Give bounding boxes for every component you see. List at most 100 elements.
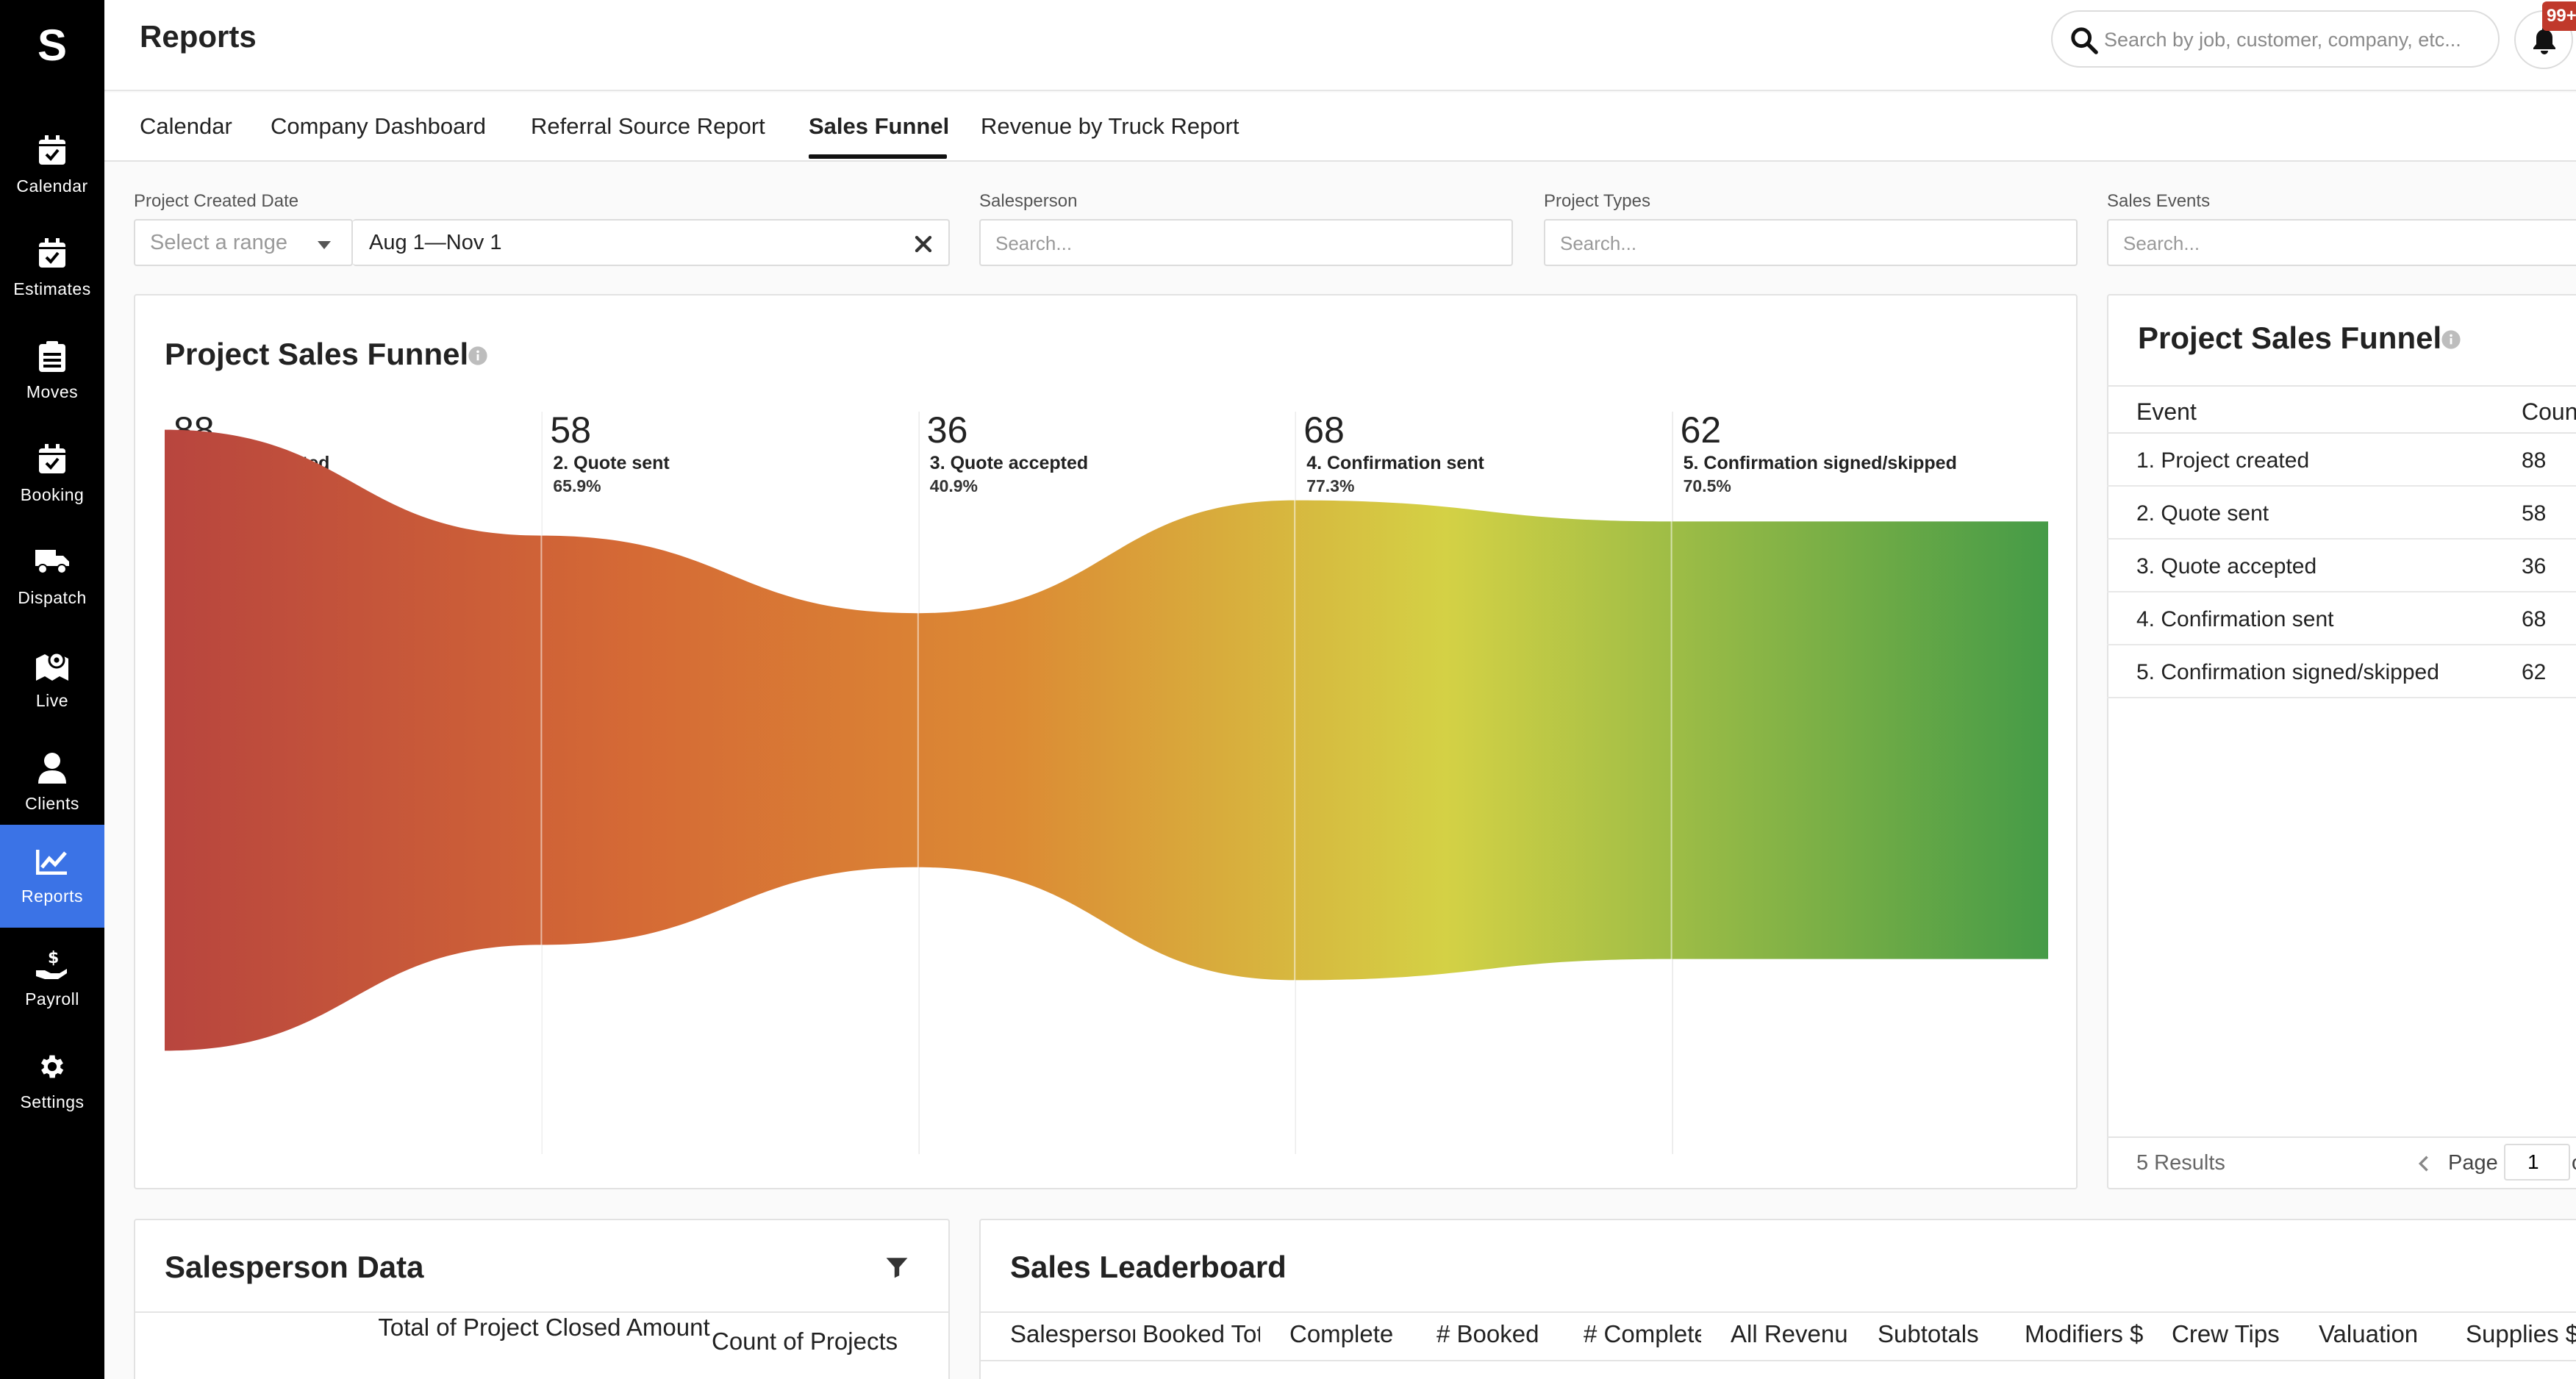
sidebar-item-moves[interactable]: Moves [0, 320, 104, 423]
divider [981, 1360, 2576, 1361]
funnel-stage-count: 62 [1680, 409, 1722, 451]
gear-icon [40, 1055, 64, 1078]
close-icon[interactable] [910, 231, 937, 257]
sidebar-item-booking[interactable]: Booking [0, 423, 104, 526]
chevron-left-icon[interactable] [2416, 1154, 2430, 1173]
funnel-shape [165, 429, 2048, 1051]
app-logo[interactable]: S [37, 21, 68, 70]
column-header-modifiers[interactable]: Modifiers $ [2025, 1320, 2144, 1347]
event-cell: 5. Confirmation signed/skipped [2136, 660, 2439, 684]
clipboard-list-icon [39, 341, 65, 372]
table-row[interactable]: 2. Quote sent 58 [2107, 487, 2576, 540]
tab-referral-source-report[interactable]: Referral Source Report [531, 113, 765, 139]
salesperson-search-input[interactable] [995, 229, 1420, 257]
sidebar-item-label: Booking [20, 485, 85, 504]
funnel-stage-name: 2. Quote sent [553, 453, 670, 473]
tab-company-dashboard[interactable]: Company Dashboard [271, 113, 486, 139]
sidebar-item-reports[interactable]: Reports [0, 825, 104, 928]
sidebar-item-label: Estimates [13, 279, 91, 298]
filter-icon[interactable] [885, 1256, 909, 1279]
column-header-project-count[interactable]: Count of Projects [712, 1328, 898, 1355]
sidebar-item-label: Calendar [16, 176, 88, 196]
info-icon[interactable] [468, 345, 488, 366]
funnel-card-title: Project Sales Funnel [165, 337, 469, 371]
date-range-field[interactable]: Aug 1—Nov 1 [353, 219, 950, 266]
sidebar-item-dispatch[interactable]: Dispatch [0, 526, 104, 629]
hand-dollar-icon: $ [36, 949, 67, 979]
range-select-placeholder: Select a range [150, 231, 288, 254]
table-row[interactable]: 3. Quote accepted 36 [2107, 540, 2576, 592]
sidebar-item-clients[interactable]: Clients [0, 732, 104, 835]
report-tabs: Calendar Company Dashboard Referral Sour… [104, 93, 2576, 162]
global-search[interactable] [2051, 10, 2500, 68]
calendar-check-icon [39, 135, 65, 165]
top-header: Reports 99+ [104, 0, 2576, 91]
tab-sales-funnel[interactable]: Sales Funnel [809, 113, 950, 139]
tab-revenue-by-truck-report[interactable]: Revenue by Truck Report [981, 113, 1239, 139]
calendar-check-icon [39, 238, 65, 268]
results-count: 5 Results [2136, 1151, 2225, 1175]
salesperson-filter[interactable] [979, 219, 1513, 266]
table-header-row: Event Count [2107, 385, 2576, 434]
salesperson-card-title: Salesperson Data [165, 1250, 424, 1284]
funnel-stage-name: 5. Confirmation signed/skipped [1683, 453, 1957, 473]
funnel-stage-name: 3. Quote accepted [929, 453, 1089, 473]
sidebar-item-label: Moves [26, 382, 79, 401]
chart-line-icon [36, 850, 67, 875]
funnel-stage-percent: 77.3% [1306, 476, 1355, 495]
column-header-crew-tips[interactable]: Crew Tips [2172, 1320, 2280, 1347]
column-header-all-revenue[interactable]: All Revenue [1731, 1320, 1848, 1347]
funnel-table-card [2107, 294, 2576, 1189]
column-header-count[interactable]: Count [2522, 398, 2576, 425]
sidebar-item-estimates[interactable]: Estimates [0, 218, 104, 320]
range-select[interactable]: Select a range [134, 219, 353, 266]
column-header-booked-count[interactable]: # Booked [1437, 1320, 1539, 1347]
funnel-stage-percent: 65.9% [553, 476, 601, 495]
count-cell: 36 [2522, 554, 2547, 579]
tab-calendar[interactable]: Calendar [140, 113, 232, 139]
sales-events-filter[interactable] [2107, 219, 2576, 266]
search-input[interactable] [2104, 24, 2486, 56]
count-cell: 62 [2522, 660, 2547, 684]
sales-leaderboard-card [979, 1219, 2576, 1379]
page-label: Page [2448, 1151, 2498, 1175]
column-header-salesperson[interactable]: Salesperson [1010, 1320, 1135, 1347]
sidebar-item-label: Reports [21, 886, 84, 906]
column-header-subtotals[interactable]: Subtotals [1878, 1320, 1979, 1347]
sidebar-item-payroll[interactable]: $ Payroll [0, 928, 104, 1031]
sidebar-item-label: Live [35, 691, 69, 710]
salesperson-label: Salesperson [979, 191, 1078, 211]
funnel-stage-percent: 70.5% [1683, 476, 1731, 495]
project-types-label: Project Types [1544, 191, 1650, 211]
column-header-complete-count[interactable]: # Complete [1584, 1320, 1701, 1347]
funnel-chart [165, 412, 2048, 1154]
sidebar: S Calendar Estimates Moves Booking Dispa… [0, 0, 104, 1379]
column-header-booked-total[interactable]: Booked Total [1142, 1320, 1260, 1347]
column-header-supplies[interactable]: Supplies $ [2466, 1320, 2576, 1347]
sidebar-item-label: Payroll [25, 989, 79, 1009]
count-cell: 88 [2522, 448, 2547, 473]
project-types-search-input[interactable] [1560, 229, 1985, 257]
project-types-filter[interactable] [1544, 219, 2078, 266]
page-number-input[interactable] [2504, 1144, 2570, 1181]
column-header-valuation[interactable]: Valuation [2319, 1320, 2419, 1347]
sidebar-item-calendar[interactable]: Calendar [0, 115, 104, 218]
date-range-value: Aug 1—Nov 1 [369, 231, 502, 254]
table-row[interactable]: 1. Project created 88 [2107, 434, 2576, 487]
sales-events-search-input[interactable] [2123, 229, 2509, 257]
info-icon[interactable] [2441, 329, 2461, 350]
table-row[interactable]: 5. Confirmation signed/skipped 62 [2107, 645, 2576, 698]
table-row[interactable]: 4. Confirmation sent 68 [2107, 592, 2576, 645]
created-date-label: Project Created Date [134, 191, 299, 211]
sidebar-item-settings[interactable]: Settings [0, 1031, 104, 1133]
column-header-complete[interactable]: Complete [1289, 1320, 1394, 1347]
funnel-stage-count: 68 [1303, 409, 1345, 451]
column-header-event[interactable]: Event [2136, 398, 2197, 425]
sidebar-item-live[interactable]: Live [0, 629, 104, 732]
sales-events-label: Sales Events [2107, 191, 2211, 211]
count-cell: 58 [2522, 501, 2547, 526]
column-header-closed-amount[interactable]: Total of Project Closed Amount [378, 1314, 710, 1341]
event-cell: 4. Confirmation sent [2136, 607, 2334, 631]
divider [135, 1311, 948, 1313]
